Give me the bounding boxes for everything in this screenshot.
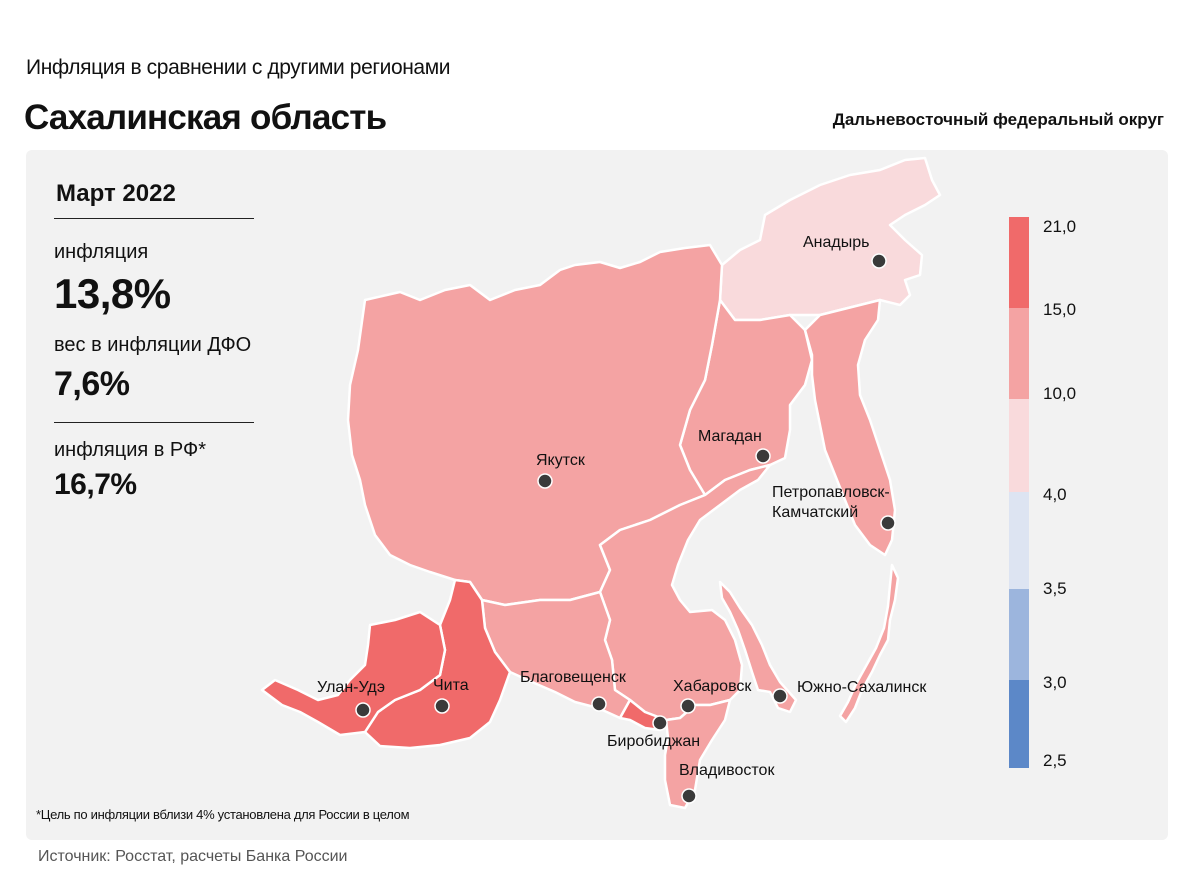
stats-block: Март 2022 инфляция 13,8% вес в инфляции … (54, 180, 284, 502)
city-dot-magadan[interactable] (755, 448, 771, 464)
source-note: Источник: Росстат, расчеты Банка России (38, 848, 348, 865)
period-label: Март 2022 (56, 180, 176, 207)
region-primorye[interactable] (663, 698, 732, 810)
city-dot-petropavlovsk[interactable] (880, 515, 896, 531)
scale-tick: 21,0 (1043, 217, 1076, 236)
divider (54, 218, 254, 219)
map: Анадырь Магадан Якутск Петропавловск- Ка… (260, 156, 1076, 810)
city-dot-vladivostok[interactable] (681, 788, 697, 804)
city-label-petropavlovsk-2: Камчатский (772, 504, 858, 521)
city-label-ulan-ude: Улан-Удэ (317, 679, 385, 696)
city-label-magadan: Магадан (698, 428, 762, 445)
city-label-vladivostok: Владивосток (679, 762, 775, 779)
map-panel: Анадырь Магадан Якутск Петропавловск- Ка… (26, 150, 1168, 840)
scale-band-3-5-4 (1009, 492, 1029, 589)
scale-band-below-3 (1009, 680, 1029, 768)
divider (54, 422, 254, 423)
city-label-chita: Чита (433, 677, 469, 694)
region-buryatia[interactable] (260, 610, 447, 737)
scale-tick: 3,0 (1043, 673, 1067, 692)
district-title: Дальневосточный федеральный округ (832, 110, 1164, 129)
weight-label: вес в инфляции ДФО (54, 334, 252, 356)
city-label-khabarovsk: Хабаровск (673, 678, 752, 695)
region-chukotka[interactable] (718, 156, 942, 322)
city-label-birobidzhan: Биробиджан (607, 733, 700, 750)
city-dot-yakutsk[interactable] (537, 473, 553, 489)
color-scale: 21,0 15,0 10,0 4,0 3,5 3,0 2,5 (1009, 217, 1076, 770)
city-dot-chita[interactable] (434, 698, 450, 714)
scale-band-10-15 (1009, 308, 1029, 399)
scale-band-3-3-5 (1009, 589, 1029, 680)
city-dot-khabarovsk[interactable] (680, 698, 696, 714)
supertitle: Инфляция в сравнении с другими регионами (26, 56, 451, 79)
city-label-yuzhno-sakhalinsk: Южно-Сахалинск (797, 679, 927, 696)
scale-band-4-10 (1009, 399, 1029, 492)
city-label-anadyr: Анадырь (803, 234, 869, 251)
footnote: *Цель по инфляции вблизи 4% установлена … (36, 807, 410, 822)
scale-tick: 3,5 (1043, 579, 1067, 598)
region-kuril-islands[interactable] (838, 563, 900, 724)
rf-inflation-label: инфляция в РФ* (54, 439, 207, 461)
region-amur[interactable] (480, 590, 632, 720)
scale-tick: 2,5 (1043, 751, 1067, 770)
city-dot-ulan-ude[interactable] (355, 702, 371, 718)
city-dot-birobidzhan[interactable] (652, 715, 668, 731)
city-dot-yuzhno-sakhalinsk[interactable] (772, 688, 788, 704)
city-label-petropavlovsk-1: Петропавловск- (772, 484, 890, 501)
inflation-value: 13,8% (54, 270, 171, 317)
inflation-label: инфляция (54, 241, 149, 263)
city-dot-blagoveshchensk[interactable] (591, 696, 607, 712)
page-title: Сахалинская область (24, 98, 387, 137)
scale-tick: 4,0 (1043, 485, 1067, 504)
weight-value: 7,6% (54, 365, 130, 403)
region-kamchatka[interactable] (803, 298, 897, 557)
scale-tick: 15,0 (1043, 300, 1076, 319)
city-label-blagoveshchensk: Благовещенск (520, 669, 627, 686)
region-sakhalin[interactable] (718, 580, 798, 714)
city-dot-anadyr[interactable] (871, 253, 887, 269)
rf-inflation-value: 16,7% (54, 468, 137, 501)
city-label-yakutsk: Якутск (536, 452, 586, 469)
scale-band-above-15 (1009, 217, 1029, 308)
scale-tick: 10,0 (1043, 384, 1076, 403)
